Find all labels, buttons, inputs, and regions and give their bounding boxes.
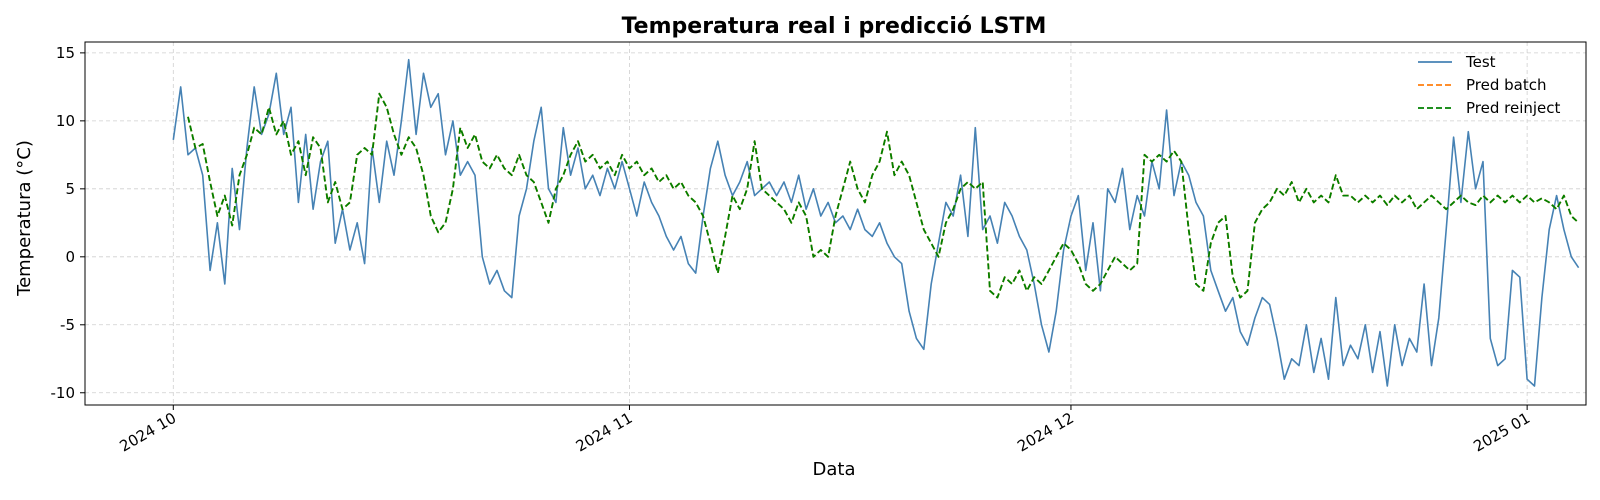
legend-label: Pred batch	[1466, 76, 1547, 94]
x-tick-label: 2024 12	[1014, 409, 1077, 456]
y-tick-label: -10	[51, 384, 76, 402]
plot-frame	[84, 41, 1587, 406]
y-tick-label: 0	[65, 248, 75, 266]
legend: Test Pred batch Pred reinject	[1418, 53, 1561, 117]
x-tick-label: 2024 11	[573, 409, 636, 456]
series-line-test	[172, 58, 1580, 387]
y-tick-label: 15	[56, 44, 75, 62]
y-tick-label: 10	[56, 112, 75, 130]
x-tick-label: 2024 10	[117, 409, 180, 456]
y-tick-label: -5	[60, 316, 75, 334]
chart-title: Temperatura real i predicció LSTM	[622, 14, 1047, 39]
legend-label: Pred reinject	[1466, 99, 1561, 117]
x-axis: 2024 10 2024 11 2024 12 2025 01	[117, 405, 1533, 456]
series-line-pred-batch	[187, 92, 1580, 299]
legend-label: Test	[1465, 53, 1496, 71]
y-axis-label: Temperatura (°C)	[14, 140, 35, 297]
grid	[85, 42, 1586, 405]
x-tick-label: 2025 01	[1470, 409, 1533, 456]
y-axis: -10 -5 0 5 10 15	[51, 44, 85, 402]
series-line-pred-reinject	[187, 92, 1580, 299]
x-axis-label: Data	[813, 459, 856, 480]
plot-series	[172, 58, 1580, 387]
y-tick-label: 5	[65, 180, 75, 198]
